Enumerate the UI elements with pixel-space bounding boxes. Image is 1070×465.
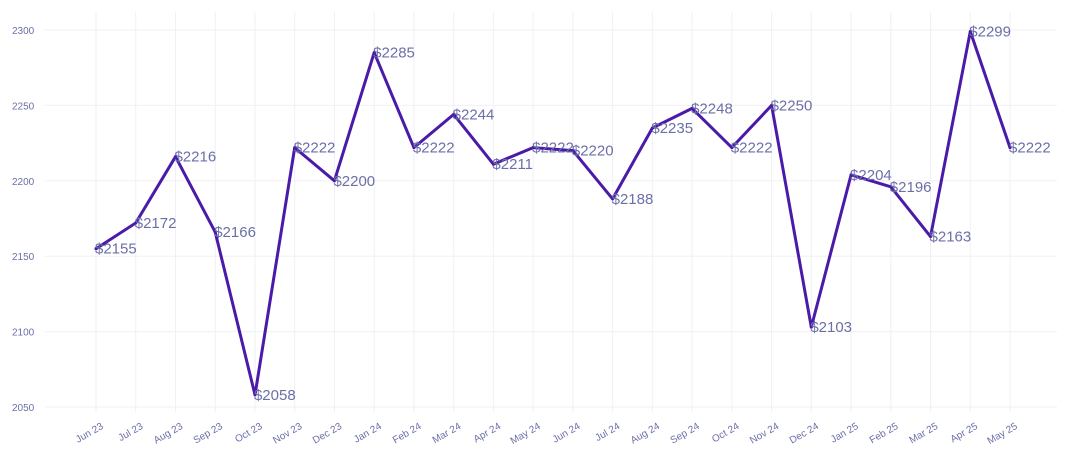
- data-point: [611, 197, 615, 201]
- data-point: [531, 146, 535, 150]
- x-tick-label: Aug 24: [629, 421, 662, 447]
- data-label: $2163: [930, 229, 972, 246]
- data-label: $2250: [771, 97, 813, 114]
- x-tick-label: Oct 23: [233, 421, 264, 445]
- data-label: $2299: [969, 24, 1011, 41]
- data-point: [730, 146, 734, 150]
- y-tick-label: 2050: [12, 403, 35, 414]
- x-tick-label: Jan 24: [352, 421, 384, 446]
- data-point: [134, 221, 138, 225]
- data-point: [968, 30, 972, 34]
- data-label: $2058: [254, 387, 296, 404]
- grid-layer: [45, 12, 1057, 412]
- data-label: $2285: [373, 45, 415, 62]
- x-tick-label: May 24: [509, 421, 543, 447]
- data-label: $2220: [572, 143, 614, 160]
- data-label: $2172: [135, 215, 177, 232]
- x-tick-label: Sep 24: [669, 421, 702, 447]
- data-point: [213, 230, 217, 234]
- data-point: [293, 146, 297, 150]
- data-label: $2155: [95, 241, 137, 258]
- data-point: [889, 185, 893, 189]
- x-tick-label: Oct 24: [710, 421, 741, 445]
- y-axis: 2050 2100 2150 2200 2250 2300: [12, 26, 35, 414]
- y-tick-label: 2150: [12, 252, 35, 263]
- data-label: $2244: [453, 106, 495, 123]
- data-label: $2200: [333, 173, 375, 190]
- y-tick-label: 2300: [12, 26, 35, 37]
- data-label: $2222: [532, 140, 574, 157]
- data-point: [1008, 146, 1012, 150]
- data-point: [253, 393, 257, 397]
- y-tick-label: 2200: [12, 177, 35, 188]
- data-point: [809, 325, 813, 329]
- x-tick-label: Nov 23: [271, 421, 304, 447]
- x-tick-label: Jun 24: [551, 421, 583, 446]
- data-point: [94, 247, 98, 251]
- x-tick-label: Feb 24: [391, 421, 424, 446]
- data-label: $2166: [214, 224, 256, 241]
- data-label: $2222: [294, 140, 336, 157]
- x-tick-label: Jun 23: [74, 421, 106, 446]
- data-label: $2222: [1009, 140, 1051, 157]
- data-label: $2211: [492, 156, 533, 173]
- data-point: [929, 235, 933, 239]
- x-tick-label: Apr 24: [472, 421, 503, 445]
- data-label: $2248: [691, 100, 733, 117]
- y-tick-label: 2100: [12, 328, 35, 339]
- x-tick-label: Aug 23: [152, 421, 185, 447]
- data-point: [770, 103, 774, 107]
- x-tick-label: Dec 24: [788, 421, 821, 447]
- data-point: [849, 173, 853, 177]
- x-tick-label: Apr 25: [949, 421, 980, 445]
- data-point: [650, 126, 654, 130]
- x-tick-label: Nov 24: [748, 421, 781, 447]
- data-point: [332, 179, 336, 183]
- data-label: $2222: [731, 140, 773, 157]
- data-point: [491, 162, 495, 166]
- data-point: [452, 112, 456, 116]
- data-point: [412, 146, 416, 150]
- data-label: $2235: [651, 120, 693, 137]
- x-tick-label: Mar 25: [908, 421, 941, 446]
- data-point: [372, 51, 376, 55]
- data-label: $2103: [810, 319, 852, 336]
- x-tick-label: Mar 24: [431, 421, 464, 446]
- series-line: [94, 30, 1012, 397]
- data-label: $2222: [413, 140, 455, 157]
- x-tick-label: Jan 25: [829, 421, 861, 446]
- data-label: $2196: [890, 179, 932, 196]
- data-point: [173, 155, 177, 159]
- x-tick-label: May 25: [986, 421, 1020, 447]
- x-tick-label: Jul 23: [117, 421, 146, 444]
- x-tick-label: Sep 23: [192, 421, 225, 447]
- data-label: $2216: [174, 149, 216, 166]
- series-line-layer: [94, 30, 1012, 397]
- data-label: $2188: [612, 191, 654, 208]
- x-axis: Jun 23 Jul 23 Aug 23 Sep 23 Oct 23 Nov 23 Dec …: [74, 421, 1020, 447]
- x-tick-label: Feb 25: [868, 421, 901, 446]
- x-tick-label: Dec 23: [311, 421, 344, 447]
- data-point: [690, 106, 694, 110]
- data-point: [571, 149, 575, 153]
- y-tick-label: 2250: [12, 101, 35, 112]
- x-tick-label: Jul 24: [594, 421, 623, 444]
- data-label: $2204: [850, 167, 892, 184]
- data-label-layer: $2155 $2172 $2216 $2166 $2058 $2222 $2200 $2285…: [95, 24, 1051, 404]
